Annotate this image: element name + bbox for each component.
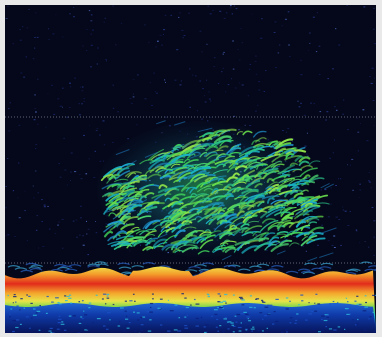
echogram-view: [5, 5, 376, 333]
echogram-svg: [5, 5, 376, 333]
fish-school: [100, 120, 337, 262]
sub-bottom-speckle: [7, 293, 376, 333]
sub-bottom-layer: [5, 303, 376, 333]
